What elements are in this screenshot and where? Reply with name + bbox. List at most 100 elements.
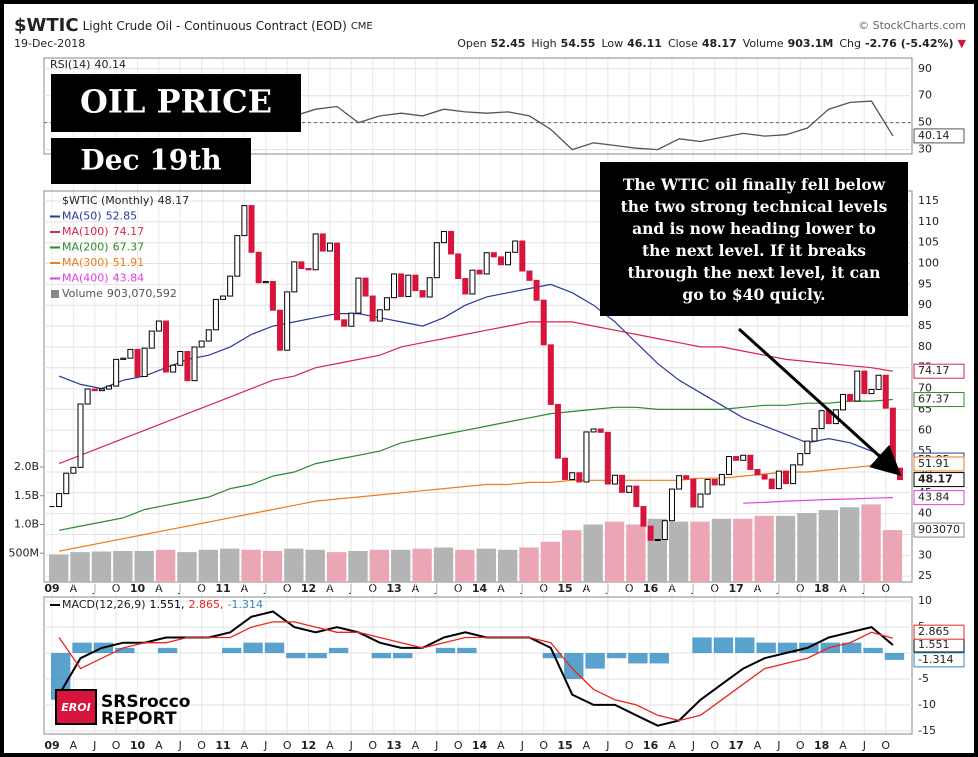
candle xyxy=(462,278,469,295)
x-tick-label: 09 xyxy=(44,739,59,752)
histogram-bar xyxy=(222,647,242,654)
candle xyxy=(704,478,711,495)
candle xyxy=(683,475,690,480)
candle xyxy=(220,295,227,300)
x-tick-label: J xyxy=(263,739,267,752)
candle xyxy=(326,242,333,252)
volume-bar xyxy=(690,521,710,582)
histogram-bar xyxy=(649,653,669,664)
histogram-bar xyxy=(457,647,477,654)
y-tick-label: 25 xyxy=(918,569,932,582)
y-tick-label: 10 xyxy=(918,594,932,607)
volume-bar xyxy=(326,552,347,582)
x-tick-label: 18 xyxy=(814,739,829,752)
volume-bar xyxy=(391,549,411,582)
x-tick-label: 15 xyxy=(557,739,572,752)
candle xyxy=(647,525,654,541)
volume-bar xyxy=(733,518,753,582)
value-box-label: -1.314 xyxy=(918,653,953,666)
x-tick-label: J xyxy=(862,739,866,752)
candle xyxy=(818,410,825,430)
quote-label: Chg xyxy=(839,37,861,50)
value-box-label: 903070 xyxy=(918,523,960,536)
legend: MA(400) 43.84 xyxy=(62,272,144,285)
x-tick-label: A xyxy=(412,739,420,752)
y-tick-label: 105 xyxy=(918,236,939,249)
candle xyxy=(604,431,611,485)
x-tick-label: J xyxy=(349,739,353,752)
quote-value: 54.55 xyxy=(561,37,596,50)
x-tick-label: O xyxy=(625,739,634,752)
logo-badge xyxy=(55,689,97,725)
candle xyxy=(448,230,455,255)
annotation-line: The WTIC oil finally fell below xyxy=(623,175,886,194)
y-tick-label: 50 xyxy=(918,116,932,129)
x-tick-label: A xyxy=(155,739,163,752)
candle xyxy=(98,388,105,392)
candle xyxy=(269,280,276,311)
legend: $WTIC (Monthly) 48.17 xyxy=(62,194,189,207)
x-tick-label: A xyxy=(668,739,676,752)
candle xyxy=(740,454,747,461)
candle xyxy=(63,472,70,495)
x-tick-label: O xyxy=(710,739,719,752)
x-tick-label: A xyxy=(583,739,591,752)
quote-label: Volume xyxy=(743,37,784,50)
candle xyxy=(718,473,725,486)
candle xyxy=(896,467,903,481)
histogram-bar xyxy=(756,642,776,654)
volume-tick-label: 2.0B xyxy=(14,460,39,473)
candle xyxy=(854,370,861,402)
pane-frame xyxy=(43,57,913,155)
y-tick-label: 70 xyxy=(918,89,932,102)
legend-value: 2.865, xyxy=(189,598,224,611)
y-tick-label: 40 xyxy=(918,507,932,520)
candle xyxy=(490,252,497,258)
candle xyxy=(177,350,184,366)
value-box xyxy=(913,652,965,668)
candle xyxy=(305,268,312,271)
candle xyxy=(804,440,811,455)
volume-bar xyxy=(540,541,561,582)
histogram-bar xyxy=(735,637,755,654)
x-tick-label: J xyxy=(691,739,695,752)
logo-name: SRSrocco xyxy=(101,692,190,712)
x-tick-label: A xyxy=(839,739,847,752)
legend-name: MA(100) xyxy=(62,225,109,238)
volume-bar xyxy=(412,548,432,582)
title-box xyxy=(51,74,301,132)
candle xyxy=(77,403,84,468)
overlay-date: Dec 19th xyxy=(80,144,221,177)
candle xyxy=(91,388,98,392)
candle xyxy=(369,295,376,322)
candle xyxy=(291,261,298,293)
volume-bar xyxy=(668,521,689,582)
volume-bar xyxy=(220,548,240,582)
chg-arrow: ▼ xyxy=(958,37,967,50)
candle xyxy=(212,298,219,331)
y-tick-label: 80 xyxy=(918,340,932,353)
candle xyxy=(412,274,419,292)
volume-tick-label: 500M xyxy=(9,546,40,559)
candle xyxy=(405,274,412,297)
x-tick-label: J xyxy=(776,739,780,752)
quote-value: -2.76 xyxy=(865,37,897,50)
volume-tick-label: 1.0B xyxy=(14,518,39,531)
volume-bar xyxy=(562,530,582,582)
candle xyxy=(661,520,668,540)
legend-value: -1.314 xyxy=(228,598,263,611)
candle xyxy=(797,453,804,466)
volume-bar xyxy=(497,549,518,582)
candle xyxy=(348,312,355,327)
candle xyxy=(362,277,369,297)
candle xyxy=(676,475,683,490)
histogram-bar xyxy=(157,647,178,654)
quote-label: Close xyxy=(668,37,698,50)
volume-bar xyxy=(604,521,625,582)
candle xyxy=(526,270,533,281)
y-tick-label: -10 xyxy=(918,698,936,711)
x-tick-label: 12 xyxy=(301,739,316,752)
candle xyxy=(70,466,77,474)
candle xyxy=(141,347,148,377)
